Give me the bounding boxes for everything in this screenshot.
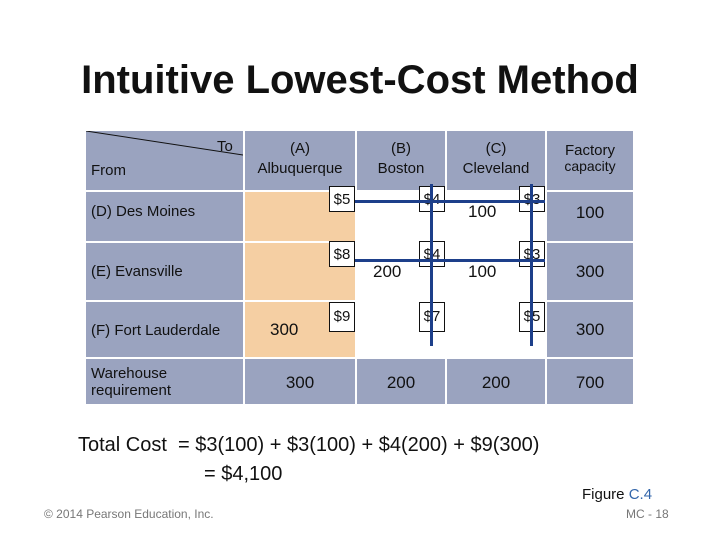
crossout-line-cleveland	[530, 184, 533, 346]
crossout-line-row-d	[355, 200, 545, 203]
total-cost-equation: Total Cost = $3(100) + $3(100) + $4(200)…	[78, 434, 540, 456]
row-header-evansville	[86, 243, 243, 300]
requirement-label-line1: Warehouse	[91, 365, 168, 382]
capacity-value: 300	[575, 320, 605, 339]
page-number: MC - 18	[626, 507, 669, 521]
copyright: © 2014 Pearson Education, Inc.	[44, 507, 214, 521]
requirement-total-cell	[547, 359, 633, 404]
column-header-code: (B)	[391, 140, 411, 157]
requirement-total: 700	[575, 373, 605, 392]
crossout-line-boston	[430, 184, 433, 346]
requirement-header	[86, 359, 243, 404]
cost-box: $5	[329, 186, 355, 212]
requirement-value: 200	[386, 373, 416, 392]
capacity-value: 300	[575, 262, 605, 281]
requirement-cell-boston	[357, 359, 445, 404]
allocation-value: 300	[270, 320, 299, 339]
row-label: (D) Des Moines	[91, 203, 196, 220]
column-header-code: (C)	[485, 140, 507, 157]
row-header-des-moines	[86, 192, 243, 241]
capacity-header-line1: Factory	[564, 142, 615, 159]
crossout-line-row-e	[355, 259, 545, 262]
column-header-name: Cleveland	[462, 160, 530, 177]
requirement-value: 200	[481, 373, 511, 392]
column-header-name: Boston	[377, 160, 425, 177]
corner-diagonal	[86, 131, 243, 156]
requirement-value: 300	[285, 373, 315, 392]
total-cost-result: = $4,100	[204, 463, 283, 485]
allocation-value: 100	[468, 202, 497, 221]
capacity-cell	[547, 192, 633, 241]
corner-to-label: To	[217, 138, 233, 155]
row-header-fort-lauderdale	[86, 302, 243, 357]
column-header-cleveland	[447, 131, 545, 190]
capacity-value: 100	[575, 203, 605, 222]
row-label: (F) Fort Lauderdale	[91, 322, 221, 339]
capacity-header	[547, 131, 633, 190]
capacity-header-line2: capacity	[564, 158, 616, 174]
figure-caption: Figure C.4	[582, 486, 652, 503]
allocation-value: 100	[468, 262, 497, 281]
corner-cell	[86, 131, 243, 190]
cost-box: $8	[329, 241, 355, 267]
column-header-name: Albuquerque	[257, 160, 343, 177]
figure-label: Figure	[582, 486, 629, 503]
row-label: (E) Evansville	[91, 263, 183, 280]
figure-number: C.4	[628, 486, 653, 503]
column-header-code: (A)	[290, 140, 310, 157]
cost-box: $9	[329, 302, 355, 332]
allocation-value: 200	[373, 262, 402, 281]
page-title: Intuitive Lowest-Cost Method	[81, 58, 639, 102]
capacity-cell	[547, 302, 633, 357]
requirement-cell-cleveland	[447, 359, 545, 404]
column-header-albuquerque	[245, 131, 355, 190]
corner-from-label: From	[91, 162, 126, 179]
capacity-cell	[547, 243, 633, 300]
requirement-label-line2: requirement	[91, 382, 172, 399]
column-header-boston	[357, 131, 445, 190]
requirement-cell-albuquerque	[245, 359, 355, 404]
